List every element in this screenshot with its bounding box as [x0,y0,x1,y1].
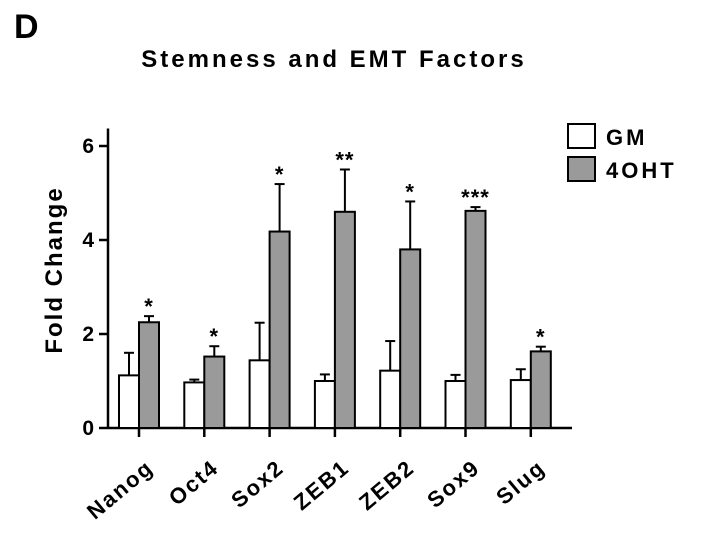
bar-4oht [529,350,552,430]
significance-label: *** [461,185,490,210]
chart-title: Stemness and EMT Factors [141,46,526,73]
bar-gm [444,380,467,429]
bar-gm [118,374,140,429]
x-category-label: Nanog [82,455,158,525]
bar-gm [379,369,402,430]
legend-swatch-gm [567,123,596,149]
bar-4oht [138,321,160,429]
significance-label: * [275,162,285,187]
panel-label: D [14,8,39,46]
legend-label-4oht: 4OHT [606,158,677,183]
significance-label: * [210,324,220,349]
legend-swatch-4oht [567,156,596,182]
y-tick-label: 2 [82,323,94,346]
legend-label-gm: GM [606,125,647,150]
bar-gm [313,380,336,429]
significance-label: * [144,294,154,319]
bar-gm [509,379,532,429]
bar-gm [248,359,271,430]
significance-label: * [536,325,546,350]
significance-label: ** [335,148,354,173]
x-category-label: ZEB2 [354,455,419,515]
bar-4oht [268,230,291,429]
bar-4oht [333,210,356,429]
x-category-label: Oct4 [164,455,224,511]
legend: GM 4OHT [567,123,677,183]
bars: ****** **** [118,148,552,430]
y-tick-label: 4 [82,229,94,252]
x-category-label: Sox9 [422,455,484,513]
significance-label: * [405,179,415,204]
bar-4oht [464,209,487,429]
bar-4oht [399,248,422,429]
x-category-label: Sox2 [226,455,288,513]
y-axis-label: Fold Change [41,186,68,353]
y-tick-label: 0 [82,417,94,440]
x-category-label: ZEB1 [289,455,354,515]
bar-4oht [203,355,226,429]
y-tick-label: 6 [82,135,94,158]
bar-gm [183,381,206,430]
x-category-label: Slug [491,455,550,510]
